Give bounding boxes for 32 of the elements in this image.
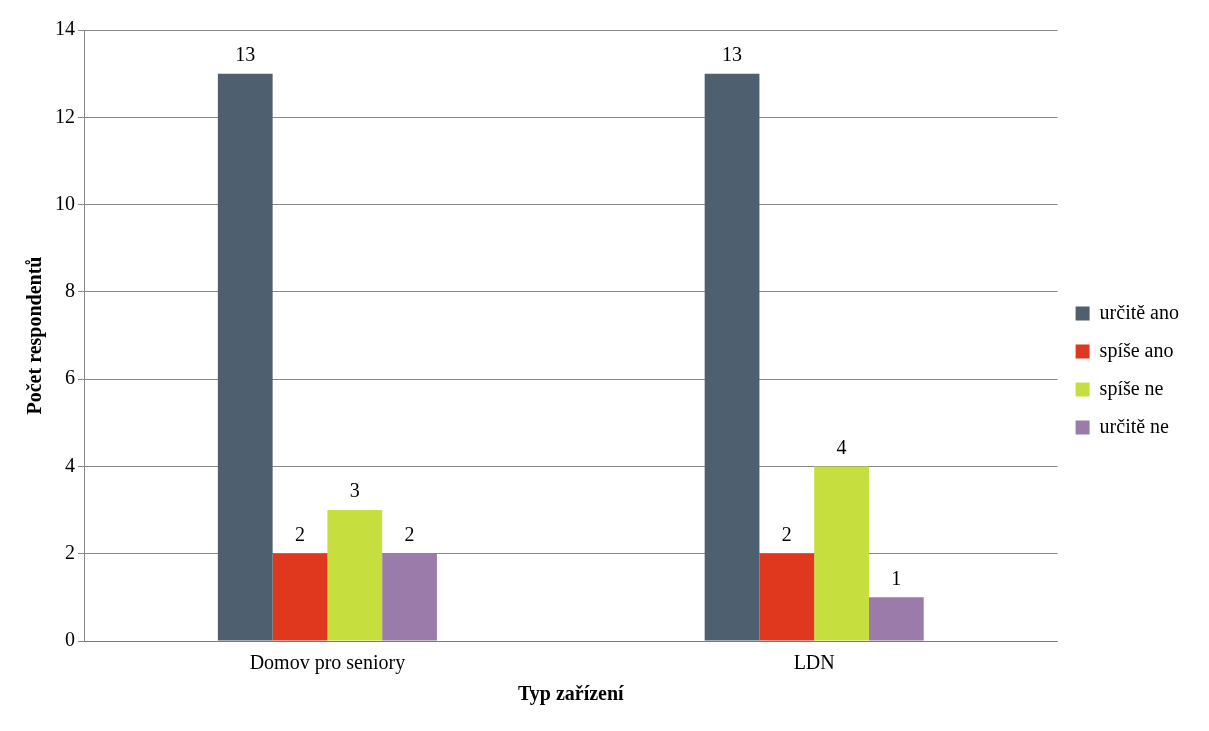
legend-label: spíše ano	[1099, 338, 1174, 362]
y-tick-label: 10	[55, 191, 75, 214]
bar	[868, 597, 924, 641]
data-label: 2	[295, 522, 306, 545]
x-axis-title: Typ zařízení	[517, 682, 625, 706]
data-label: 4	[836, 435, 847, 458]
legend-label: určitě ne	[1099, 414, 1170, 437]
bar	[704, 73, 760, 641]
y-tick-label: 2	[65, 540, 75, 563]
bar	[217, 73, 273, 641]
y-tick-label: 14	[55, 17, 75, 40]
bar	[272, 553, 328, 641]
data-label: 2	[404, 522, 415, 545]
y-tick-label: 8	[65, 279, 75, 302]
bar	[327, 510, 383, 641]
y-tick-label: 0	[65, 628, 75, 651]
data-label: 1	[891, 566, 902, 589]
bar	[814, 466, 869, 641]
x-tick-label: Domov pro seniory	[249, 651, 406, 675]
legend-label: určitě ano	[1099, 300, 1179, 323]
data-label: 13	[722, 42, 743, 65]
data-label: 3	[349, 479, 360, 502]
y-tick-label: 6	[65, 366, 75, 389]
bar	[382, 553, 437, 641]
bar	[759, 553, 815, 641]
legend-label: spíše ne	[1099, 376, 1164, 400]
data-label: 2	[781, 522, 792, 545]
y-axis-title: Počet respondentů	[23, 256, 47, 415]
y-tick-label: 12	[55, 104, 75, 127]
data-label: 13	[235, 42, 256, 65]
y-tick-label: 4	[65, 453, 75, 476]
x-tick-label: LDN	[793, 651, 835, 674]
